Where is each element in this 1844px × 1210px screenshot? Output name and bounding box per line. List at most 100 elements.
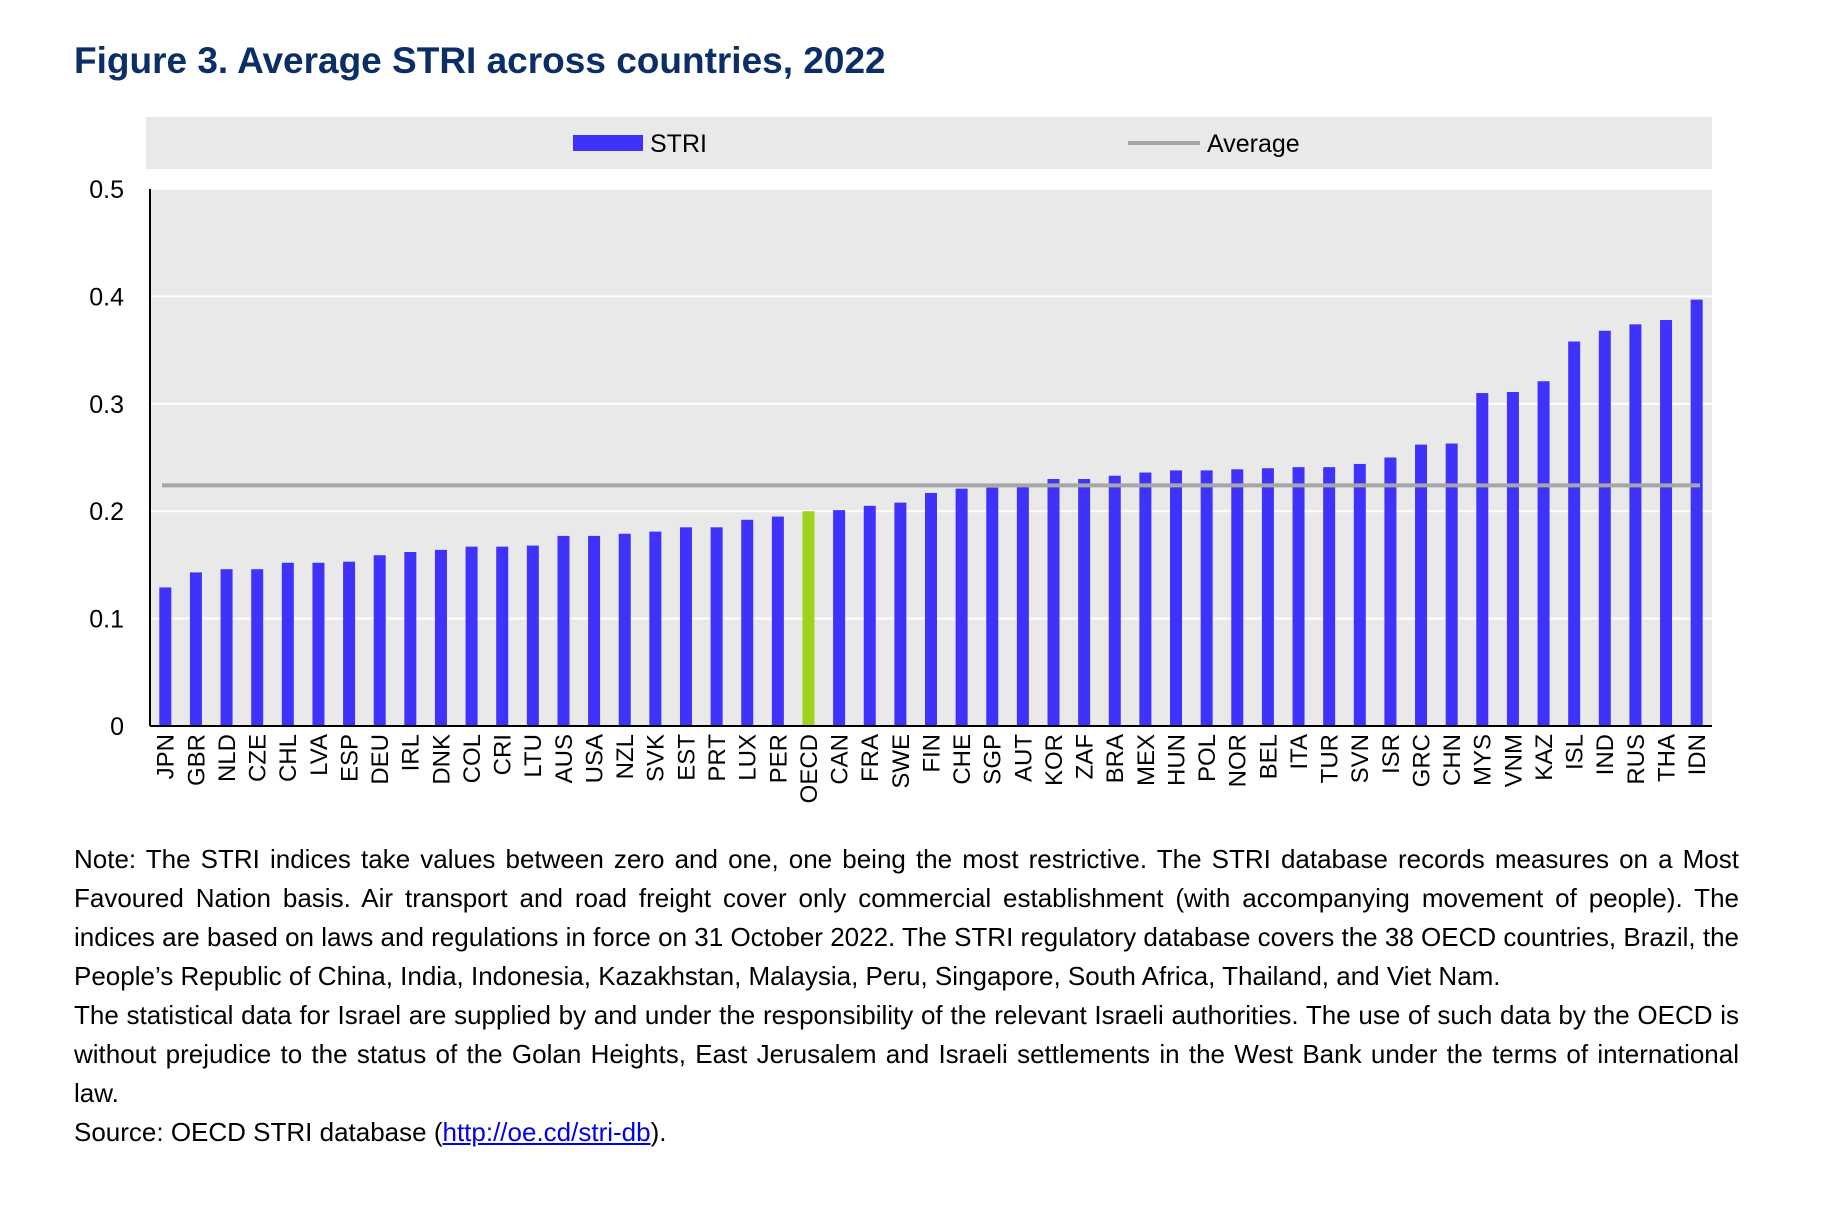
x-tick-label: LUX	[735, 734, 762, 781]
bar-usa	[588, 535, 601, 726]
x-tick-label: AUT	[1010, 734, 1037, 782]
x-tick-label: CRI	[490, 734, 517, 775]
x-tick-label: HUN	[1163, 734, 1190, 786]
bar-kor	[1047, 478, 1060, 726]
bar-che	[955, 488, 968, 726]
note-text: Note: The STRI indices take values betwe…	[74, 844, 1739, 991]
bar-lva	[312, 562, 325, 726]
bar-zaf	[1078, 478, 1091, 726]
x-tick-label: NZL	[612, 734, 639, 779]
bar-jpn	[159, 587, 172, 726]
bar-cze	[251, 569, 264, 726]
legend-label-average: Average	[1207, 130, 1300, 158]
x-tick-label: ZAF	[1072, 734, 1099, 779]
x-tick-label: COL	[459, 734, 486, 783]
x-axis: JPN GBR NLD CZE CHL LVA ESP DEU IRL DNK COL CRI LTU A…	[150, 725, 1712, 803]
x-tick-label: SVK	[643, 734, 670, 782]
x-tick-label: PRT	[704, 734, 731, 782]
source-suffix: ).	[650, 1117, 667, 1147]
bar-nzl	[618, 533, 631, 726]
x-tick-label: IND	[1592, 734, 1619, 775]
bar-prt	[710, 527, 723, 726]
x-tick-label: CHN	[1439, 734, 1466, 786]
bar-chl	[281, 562, 294, 726]
legend: STRI Average	[573, 130, 1300, 158]
x-tick-label: CZE	[245, 734, 272, 782]
x-tick-label: VNM	[1500, 734, 1527, 787]
israel-note-text: The statistical data for Israel are supp…	[74, 1000, 1739, 1108]
bar-cri	[496, 546, 509, 726]
bar-est	[679, 527, 692, 726]
bar-ltu	[526, 545, 539, 726]
bar-per	[771, 516, 784, 726]
source-line: Source: OECD STRI database (http://oe.cd…	[74, 1113, 1739, 1152]
bar-isr	[1384, 457, 1397, 726]
source-prefix: Source: OECD STRI database (	[74, 1117, 443, 1147]
legend-background	[146, 117, 1712, 169]
bar-bel	[1261, 468, 1274, 726]
bar-tha	[1660, 320, 1673, 726]
y-tick-label: 0.3	[89, 391, 124, 419]
x-tick-label: IRL	[398, 734, 425, 771]
x-tick-label: BRA	[1102, 734, 1129, 783]
bar-mys	[1476, 393, 1489, 726]
x-tick-label: KOR	[1041, 734, 1068, 786]
x-tick-label: KAZ	[1531, 734, 1558, 781]
x-tick-label: BEL	[1255, 734, 1282, 779]
bar-fra	[863, 505, 876, 726]
x-tick-label: DNK	[428, 734, 455, 785]
x-tick-label: JPN	[153, 734, 180, 779]
bar-can	[833, 510, 846, 726]
x-tick-label: MYS	[1470, 734, 1497, 786]
x-tick-label: EST	[673, 734, 700, 781]
y-tick-label: 0.4	[89, 283, 124, 311]
y-axis: 0 0.1 0.2 0.3 0.4 0.5	[89, 176, 151, 741]
y-tick-label: 0.2	[89, 498, 124, 526]
bar-sgp	[986, 487, 999, 726]
bar-idn	[1690, 299, 1703, 726]
x-tick-label: POL	[1194, 734, 1221, 782]
x-tick-label: USA	[581, 734, 608, 783]
bar-bra	[1108, 475, 1121, 726]
x-tick-label: CHL	[275, 734, 302, 782]
bar-oecd	[802, 511, 815, 726]
x-tick-label: SGP	[980, 734, 1007, 785]
bar-gbr	[189, 572, 202, 726]
x-tick-label: THA	[1653, 734, 1680, 782]
notes: Note: The STRI indices take values betwe…	[74, 840, 1739, 1152]
bar-irl	[404, 552, 417, 726]
x-tick-label: ISL	[1562, 734, 1589, 770]
bar-fin	[925, 492, 937, 726]
x-tick-label: DEU	[367, 734, 394, 785]
bar-esp	[343, 561, 356, 726]
bar-svk	[649, 531, 662, 726]
x-tick-label: MEX	[1133, 734, 1160, 786]
x-tick-label: NLD	[214, 734, 241, 782]
bar-grc	[1415, 444, 1428, 726]
bar-ind	[1598, 330, 1611, 726]
bar-isl	[1568, 341, 1581, 726]
bar-vnm	[1506, 391, 1519, 726]
bar-kaz	[1537, 381, 1550, 726]
x-tick-label: GRC	[1408, 734, 1435, 787]
bar-col	[465, 546, 478, 726]
bar-nld	[220, 569, 233, 726]
source-link[interactable]: http://oe.cd/stri-db	[442, 1117, 651, 1147]
x-tick-label: AUS	[551, 734, 578, 783]
bar-aus	[557, 535, 570, 726]
x-tick-label: FRA	[857, 734, 884, 782]
bar-aut	[1016, 485, 1029, 726]
x-tick-label: TUR	[1317, 734, 1344, 783]
bar-chn	[1445, 443, 1458, 726]
x-tick-label: FIN	[918, 734, 945, 773]
x-tick-label: RUS	[1623, 734, 1650, 785]
y-tick-label: 0	[110, 713, 124, 741]
figure-title: Figure 3. Average STRI across countries,…	[74, 40, 886, 81]
x-tick-label: IDN	[1684, 734, 1711, 775]
x-tick-label: OECD	[796, 734, 823, 803]
x-tick-label: LVA	[306, 734, 333, 776]
x-tick-label: ISR	[1378, 734, 1405, 774]
legend-swatch-stri	[573, 135, 643, 151]
x-tick-label: NOR	[1225, 734, 1252, 787]
bar-dnk	[434, 549, 447, 726]
